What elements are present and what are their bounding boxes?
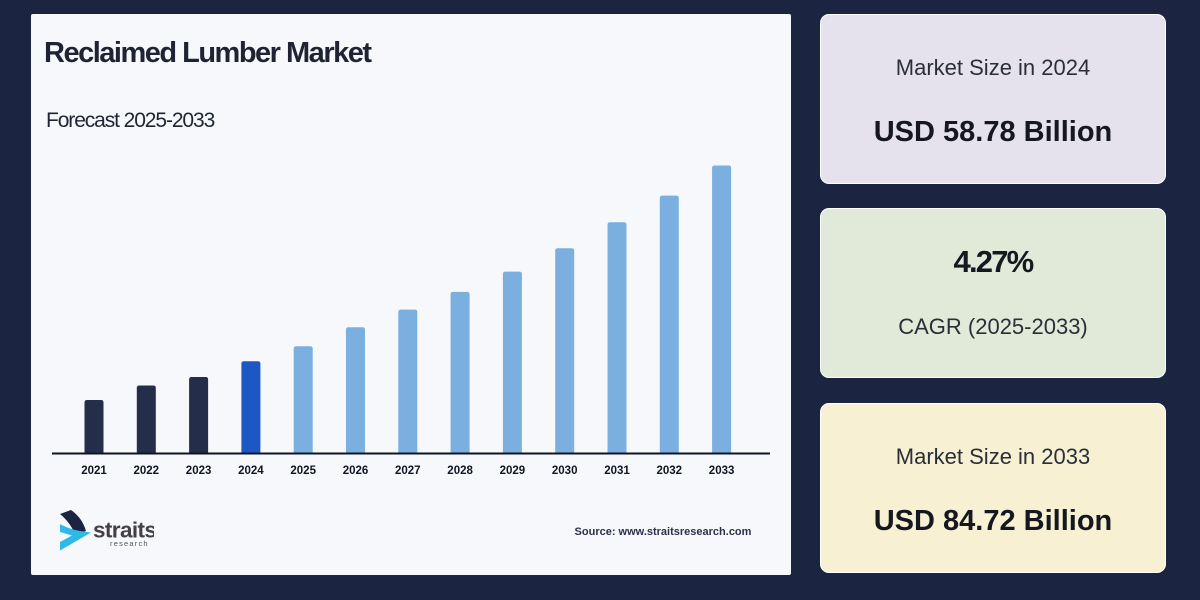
svg-text:2032: 2032 [657, 465, 683, 477]
svg-text:2028: 2028 [447, 465, 473, 477]
svg-text:2023: 2023 [186, 465, 212, 477]
svg-text:2030: 2030 [552, 465, 578, 477]
svg-text:straits: straits [93, 518, 154, 543]
svg-text:2027: 2027 [395, 465, 421, 477]
svg-text:2022: 2022 [134, 465, 160, 477]
svg-text:2026: 2026 [343, 465, 369, 477]
svg-text:2033: 2033 [709, 465, 735, 477]
svg-text:research: research [110, 539, 149, 548]
svg-text:2024: 2024 [238, 465, 264, 477]
svg-text:2021: 2021 [81, 465, 107, 477]
svg-text:2029: 2029 [500, 465, 526, 477]
svg-text:2031: 2031 [604, 465, 630, 477]
svg-text:2025: 2025 [290, 465, 316, 477]
